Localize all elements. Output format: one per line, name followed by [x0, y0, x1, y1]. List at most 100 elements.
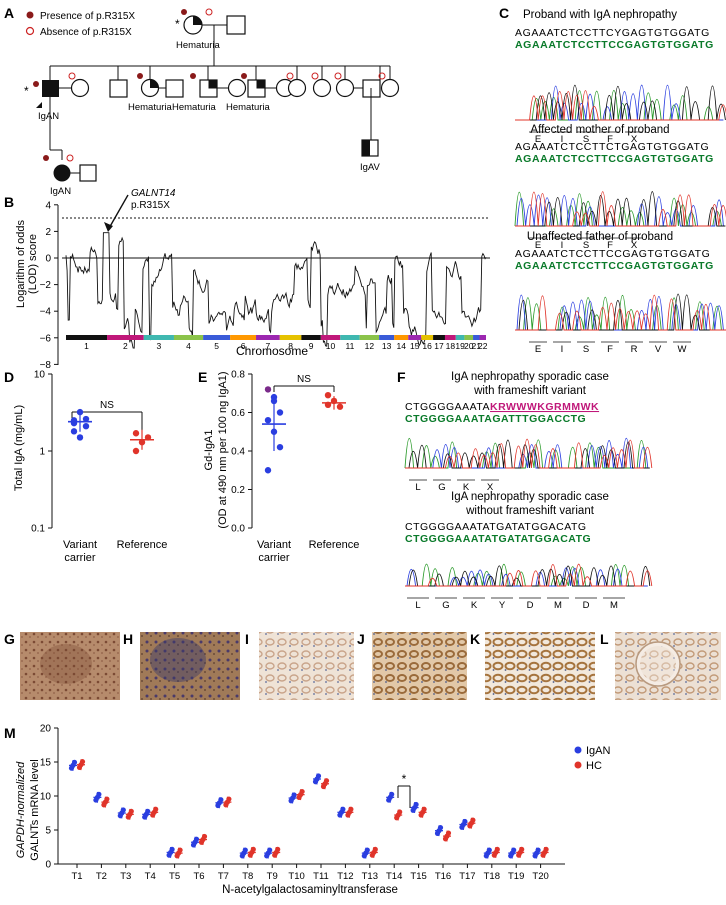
- amino-acid-label: X: [631, 134, 638, 145]
- histology-image-i: [259, 632, 354, 700]
- d-data-point: [76, 434, 84, 441]
- f-seq-1a: CTGGGGAAATA: [405, 401, 490, 413]
- d-data-point: [132, 430, 140, 437]
- panel-f: F IgA nephropathy sporadic case with fra…: [397, 369, 653, 611]
- panel-c: C Proband with IgA nephropathy AGAAATCTC…: [499, 5, 726, 355]
- m-ytick-label: 0: [45, 860, 51, 871]
- sibling-3-presence: [137, 73, 143, 79]
- f-seq-2a: CTGGGGAAATATGATATGGACATG: [405, 521, 587, 533]
- presence-legend-text: Presence of p.R315X: [40, 11, 135, 22]
- b-ytick-label: −4: [40, 307, 52, 318]
- sibling-4-quadrant: [208, 80, 217, 89]
- amino-acid-label: S: [583, 240, 589, 251]
- daughter-spouse: [79, 164, 97, 182]
- d-ytick-label: 10: [34, 370, 46, 381]
- sibling-3-hematuria: Hematuria: [128, 102, 173, 113]
- e-ytick-label: 0.2: [231, 485, 245, 496]
- amino-acid-label: D: [583, 600, 590, 611]
- chromosome-segment: [107, 335, 144, 340]
- chromosome-segment: [66, 335, 108, 340]
- sibling-8: [335, 78, 355, 98]
- chromosome-label: 20: [464, 341, 474, 351]
- e-y-ticks: 0.8 0.6 0.4 0.2 0.0: [231, 370, 252, 535]
- b-xlabel: Chromosome: [236, 344, 308, 358]
- sibling-9: [380, 78, 400, 98]
- amino-acid-label: X: [631, 240, 638, 251]
- e-ytick-label: 0.4: [231, 447, 245, 458]
- chromosome-label: 3: [156, 341, 161, 351]
- panel-e: E Gd-IgA1 (OD at 490 nm per 100 ng IgA1)…: [198, 369, 359, 564]
- m-xtick-label: T4: [145, 871, 156, 882]
- absence-legend-text: Absence of p.R315X: [40, 27, 132, 38]
- amino-acid-label: G: [438, 482, 445, 493]
- proband-symbol: [42, 80, 59, 97]
- chromosome-segment: [464, 335, 474, 340]
- histology-image-h: [140, 632, 240, 700]
- daughter-symbol: [53, 164, 71, 182]
- histology-row: G H I J K L: [4, 631, 721, 700]
- d-data-point: [70, 428, 78, 435]
- amino-acid-label: F: [607, 134, 613, 145]
- f-title-1a: IgA nephropathy sporadic case: [451, 371, 609, 383]
- d-data-point: [82, 415, 90, 423]
- d-cat1-1: Variant: [63, 539, 97, 551]
- chromosome-label: 17: [434, 341, 444, 351]
- m-ylabel-2: GALNTs mRNA level: [29, 759, 41, 860]
- chromosome-label: 21: [472, 341, 482, 351]
- e-cat2: Reference: [309, 539, 360, 551]
- grandmother-presence: [181, 9, 187, 15]
- m-ytick-label: 5: [45, 826, 51, 837]
- trace-channel: [405, 563, 653, 587]
- m-legend-hc-marker: [574, 761, 582, 769]
- panel-d: D Total IgA (mg/mL) 10 1 0.1 NS Variant ca…: [4, 369, 167, 564]
- d-data-point: [70, 417, 78, 424]
- chromosome-segment: [473, 335, 480, 340]
- trace-channel: [405, 565, 651, 587]
- e-ylabel-1: Gd-IgA1: [203, 430, 215, 471]
- chromosome-label: 2: [123, 341, 128, 351]
- sibling-5-presence: [241, 73, 247, 79]
- amino-acid-label: F: [607, 344, 613, 355]
- chromosome-label: 19: [455, 341, 465, 351]
- trace-channel: [405, 438, 653, 469]
- peak-arrowhead: [104, 222, 113, 232]
- m-xlabel: N-acetylgalactosaminyltransferase: [222, 884, 398, 896]
- b-ytick-label: 2: [45, 227, 51, 238]
- peak-arrow: [107, 194, 129, 231]
- amino-acid-label: D: [527, 600, 534, 611]
- c-seq-3b: AGAAATCTCCTTCCGAGTGTGGATG: [515, 260, 714, 272]
- generation-iii: IgAN IgAV: [43, 97, 381, 197]
- panel-f-label: F: [397, 369, 406, 385]
- b-ytick-label: 0: [45, 254, 51, 265]
- sibling-3-quadrant: [150, 79, 159, 88]
- amino-acid-label: K: [463, 482, 470, 493]
- m-xtick-label: T18: [484, 871, 500, 882]
- variant-label: p.R315X: [131, 200, 170, 211]
- d-data-points: [68, 408, 154, 455]
- sibling-4-presence: [190, 73, 196, 79]
- f-title-1b: with frameshift variant: [473, 385, 587, 397]
- m-y-ticks: 20 15 10 5 0: [40, 724, 58, 871]
- e-data-point: [264, 467, 272, 474]
- b-y-axis: 4 2 0 −2 −4 −6 −8: [40, 200, 59, 371]
- trace-channel: [405, 437, 649, 469]
- e-data-point: [276, 443, 284, 451]
- c-seq-2: AGAAATCTCCTTCTGAGTGTGGATG: [515, 141, 709, 153]
- asterisk-grandmother: *: [175, 17, 180, 31]
- grandfather-absence: [205, 8, 213, 16]
- trace-channel: [515, 90, 726, 121]
- c-title-2: Affected mother of proband: [530, 124, 669, 136]
- f-title-2a: IgA nephropathy sporadic case: [451, 491, 609, 503]
- d-ytick-label: 1: [39, 447, 45, 458]
- grandmother-hematuria: Hematuria: [176, 40, 221, 51]
- amino-acid-label: S: [583, 134, 589, 145]
- chromosome-segment: [455, 335, 465, 340]
- chromosome-label: 13: [382, 341, 392, 351]
- m-x-ticks: T1 T2 T3 T4 T5 T6 T7 T8 T9 T10 T11 T12 T13 T14 T15 T16 T…: [71, 864, 549, 882]
- amino-acid-label: E: [535, 240, 541, 251]
- e-cat1-1: Variant: [257, 539, 291, 551]
- chromosome-label: 4: [186, 341, 191, 351]
- proband-presence: [33, 81, 39, 87]
- c-title-1: Proband with IgA nephropathy: [523, 9, 677, 21]
- amino-acid-label: I: [561, 134, 564, 145]
